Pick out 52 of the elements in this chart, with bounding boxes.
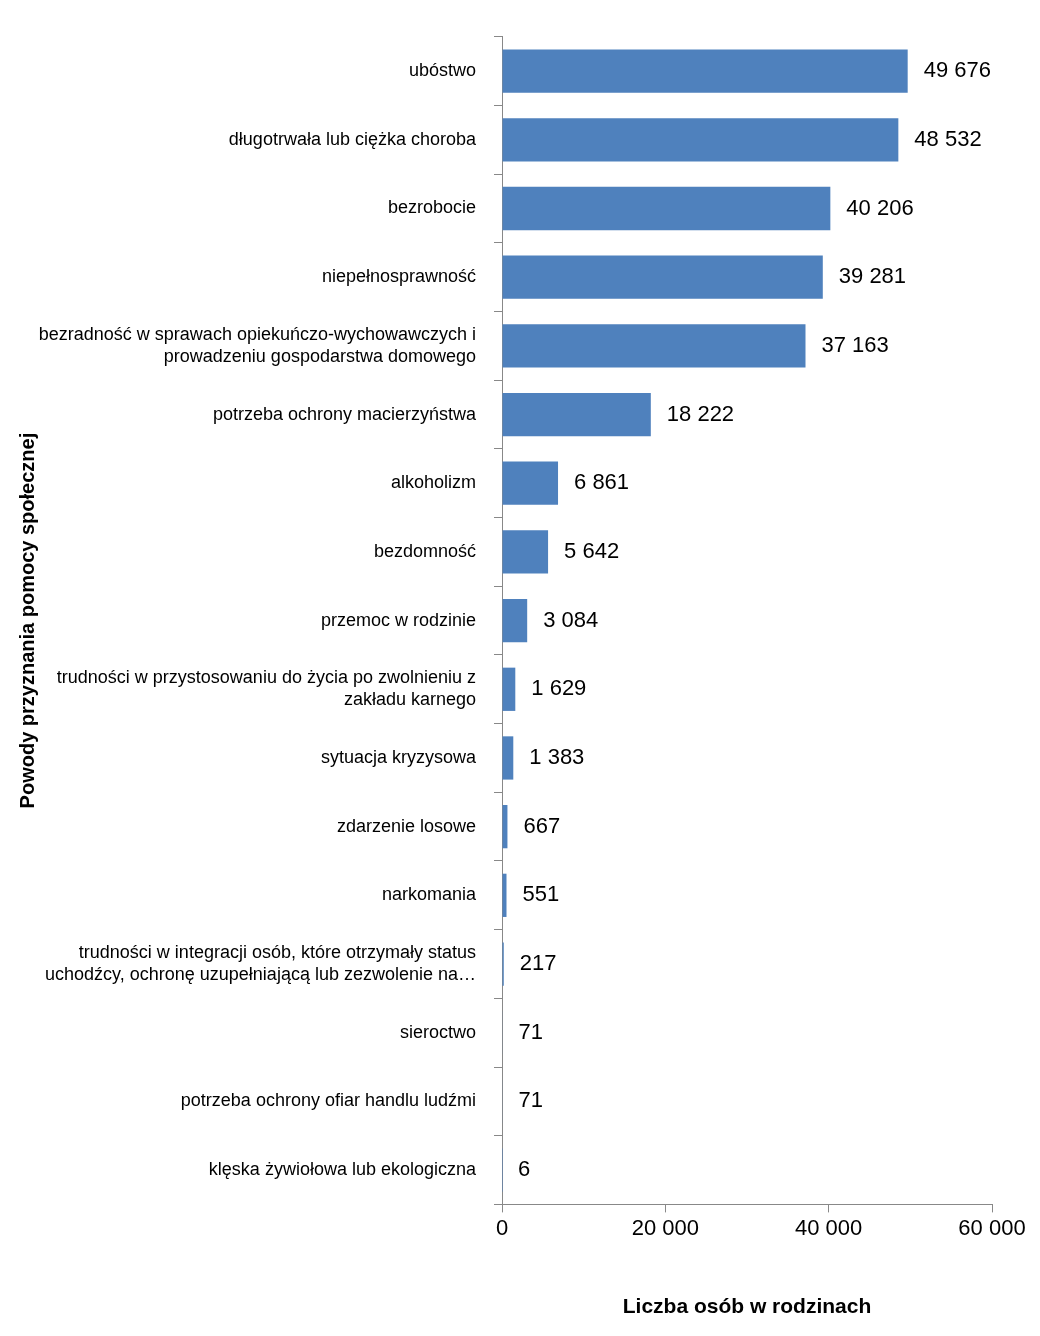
- bar: [502, 186, 831, 231]
- y-tick-label: sytuacja kryzysowa: [320, 746, 477, 767]
- y-tick-label: sieroctwo: [399, 1021, 476, 1042]
- y-tick-label: trudności w przystosowaniu do życia po zwolnieniu z zakładu karnego: [56, 667, 476, 710]
- data-label: 1 629: [531, 675, 587, 701]
- bar: [502, 736, 514, 780]
- y-tick-label: przemoc w rodzinie: [320, 609, 476, 630]
- y-tick-label: bezradność w sprawach opiekuńczo-wychowawczych i prowadzeniu gospodarstwa domowego: [38, 324, 476, 366]
- x-tick-label: 60 000: [958, 1214, 1026, 1240]
- data-label: 551: [522, 881, 560, 907]
- bar: [502, 324, 806, 368]
- y-tick-label: potrzeba ochrony ofiar handlu ludźmi: [180, 1090, 476, 1111]
- data-label: 5 642: [564, 537, 620, 563]
- data-label: 217: [519, 950, 557, 976]
- bar: [502, 118, 899, 162]
- bar: [502, 873, 507, 917]
- x-tick-label: 20 000: [631, 1214, 699, 1240]
- data-label: 6 861: [574, 469, 630, 495]
- y-tick-label: narkomania: [381, 884, 477, 905]
- x-axis-title: Liczba osób w rodzinach: [622, 1294, 872, 1318]
- data-label: 48 532: [914, 125, 982, 151]
- data-label: 1 383: [529, 744, 585, 770]
- y-tick-label: potrzeba ochrony macierzyństwa: [212, 403, 477, 424]
- bar: [502, 461, 559, 505]
- data-label: 667: [523, 812, 561, 838]
- x-tick-label: 40 000: [795, 1214, 863, 1240]
- y-tick-label: alkoholizm: [390, 472, 476, 493]
- y-tick-label: klęska żywiołowa lub ekologiczna: [208, 1159, 477, 1180]
- bar: [502, 255, 823, 299]
- bar: [502, 49, 908, 93]
- bar: [502, 598, 528, 643]
- y-tick-label: długotrwała lub ciężka choroba: [228, 128, 477, 149]
- y-tick-label: ubóstwo: [408, 60, 476, 81]
- y-tick-label: bezdomność: [373, 540, 476, 561]
- bar: [502, 530, 549, 574]
- data-label: 40 206: [846, 194, 914, 220]
- data-label: 49 676: [923, 57, 991, 83]
- y-axis-title: Powody przyznania pomocy społecznej: [15, 432, 38, 809]
- data-label: 6: [518, 1156, 531, 1182]
- data-label: 37 163: [821, 331, 889, 357]
- data-label: 3 084: [543, 606, 599, 632]
- y-tick-label: zdarzenie losowe: [336, 815, 476, 836]
- y-tick-label: bezrobocie: [387, 197, 476, 218]
- data-label: 39 281: [838, 263, 907, 289]
- bar: [502, 392, 651, 437]
- y-tick-label: niepełnosprawność: [321, 266, 476, 287]
- x-tick-label: 0: [495, 1214, 509, 1240]
- bar: [502, 667, 516, 711]
- data-label: 18 222: [666, 400, 735, 426]
- y-tick-label: trudności w integracji osób, które otrzymały status uchodźcy, ochronę uzupełniającą lub zezwolenie na…: [45, 942, 476, 984]
- data-label: 71: [518, 1018, 544, 1044]
- data-label: 71: [518, 1087, 544, 1113]
